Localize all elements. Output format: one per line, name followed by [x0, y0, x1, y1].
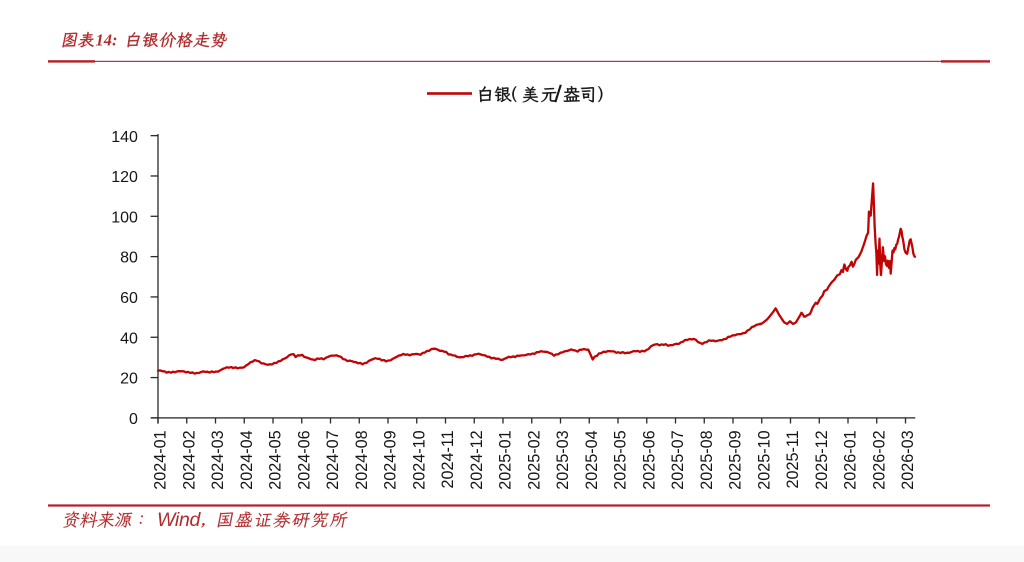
svg-text:Wind: Wind — [157, 509, 202, 531]
svg-text:2025-09: 2025-09 — [727, 430, 745, 489]
svg-text:2025-03: 2025-03 — [554, 430, 572, 489]
svg-text:2024-07: 2024-07 — [324, 430, 342, 489]
svg-text:140: 140 — [111, 129, 138, 146]
svg-text:2025-04: 2025-04 — [583, 430, 601, 489]
svg-text:2024-03: 2024-03 — [209, 430, 227, 489]
svg-text:100: 100 — [111, 209, 138, 226]
svg-text:2024-05: 2024-05 — [267, 430, 285, 489]
svg-text:2024-10: 2024-10 — [410, 430, 428, 489]
svg-text:2026-01: 2026-01 — [842, 430, 860, 489]
svg-text:2024-12: 2024-12 — [468, 430, 486, 489]
svg-text:2025-02: 2025-02 — [525, 430, 543, 489]
svg-text:2025-08: 2025-08 — [698, 430, 716, 489]
svg-text:0: 0 — [129, 411, 138, 428]
svg-text:2024-04: 2024-04 — [238, 430, 256, 489]
svg-text:2024-09: 2024-09 — [382, 430, 400, 489]
svg-text:2025-12: 2025-12 — [813, 430, 831, 489]
svg-text:120: 120 — [111, 169, 138, 186]
svg-text:2025-06: 2025-06 — [640, 430, 658, 489]
svg-text:2025-05: 2025-05 — [612, 430, 630, 489]
svg-text:60: 60 — [120, 290, 138, 307]
svg-text:2025-11: 2025-11 — [784, 430, 802, 488]
svg-text:20: 20 — [120, 371, 138, 388]
svg-text:2024-01: 2024-01 — [152, 430, 170, 489]
svg-text:2025-10: 2025-10 — [755, 430, 773, 489]
svg-text:2026-02: 2026-02 — [870, 430, 888, 489]
svg-text:2024-02: 2024-02 — [180, 430, 198, 489]
svg-text:2024-11: 2024-11 — [439, 430, 457, 488]
svg-text:40: 40 — [120, 330, 138, 347]
svg-text:80: 80 — [120, 250, 138, 267]
svg-text:2024-08: 2024-08 — [353, 430, 371, 489]
svg-text:2026-03: 2026-03 — [899, 430, 917, 489]
svg-text:2025-07: 2025-07 — [669, 430, 687, 489]
svg-text:2024-06: 2024-06 — [295, 430, 313, 489]
svg-text:14:: 14: — [96, 30, 118, 49]
svg-text:2025-01: 2025-01 — [497, 430, 515, 489]
